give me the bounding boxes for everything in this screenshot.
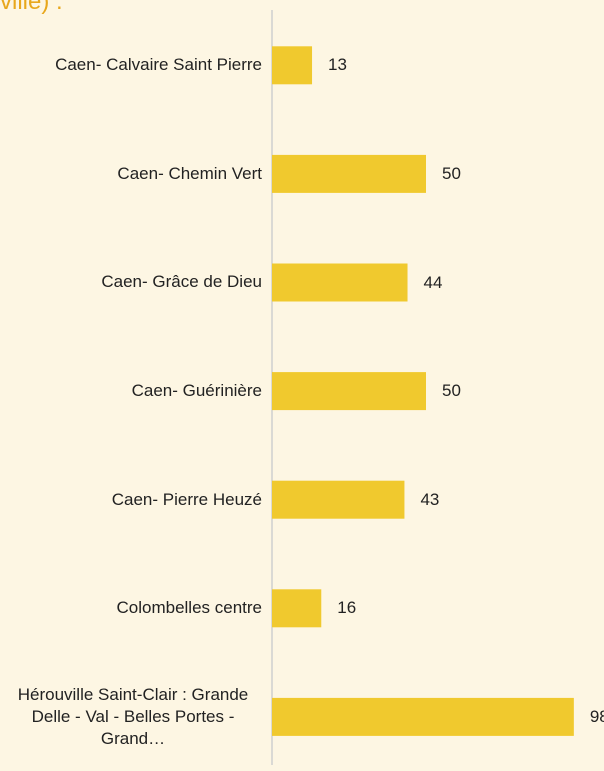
y-tick-label: Caen- Grâce de Dieu bbox=[0, 228, 262, 337]
data-label: 50 bbox=[442, 381, 461, 401]
bar bbox=[272, 589, 322, 628]
y-tick-label: Caen- Calvaire Saint Pierre bbox=[0, 11, 262, 120]
category-text: Caen- Chemin Vert bbox=[117, 163, 262, 183]
y-tick-label: Caen- Chemin Vert bbox=[0, 120, 262, 229]
category-text: Colombelles centre bbox=[116, 598, 262, 618]
y-tick-label: Colombelles centre bbox=[0, 554, 262, 663]
category-text: Caen- Pierre Heuzé bbox=[111, 489, 262, 509]
bar bbox=[272, 697, 574, 736]
category-text: Caen- Grâce de Dieu bbox=[101, 272, 262, 292]
y-tick-label: Hérouville Saint-Clair : Grande Delle - … bbox=[0, 663, 262, 771]
data-label: 50 bbox=[442, 163, 461, 183]
bar bbox=[272, 46, 313, 85]
bar bbox=[272, 372, 426, 411]
data-label: 13 bbox=[328, 55, 347, 75]
bar bbox=[272, 480, 405, 519]
data-label: 98 bbox=[589, 706, 604, 726]
data-label: 44 bbox=[423, 272, 443, 292]
category-text: Hérouville Saint-Clair : Grande Delle - … bbox=[17, 684, 249, 748]
category-text: Caen- Calvaire Saint Pierre bbox=[55, 55, 262, 75]
category-text: Caen- Guérinière bbox=[131, 381, 262, 401]
chart-title: ville) : bbox=[0, 0, 63, 15]
bar bbox=[272, 263, 408, 302]
y-tick-label: Caen- Pierre Heuzé bbox=[0, 445, 262, 554]
data-label: 43 bbox=[420, 489, 440, 509]
y-tick-label: Caen- Guérinière bbox=[0, 337, 262, 446]
data-label: 16 bbox=[337, 598, 357, 618]
bar bbox=[272, 154, 426, 193]
